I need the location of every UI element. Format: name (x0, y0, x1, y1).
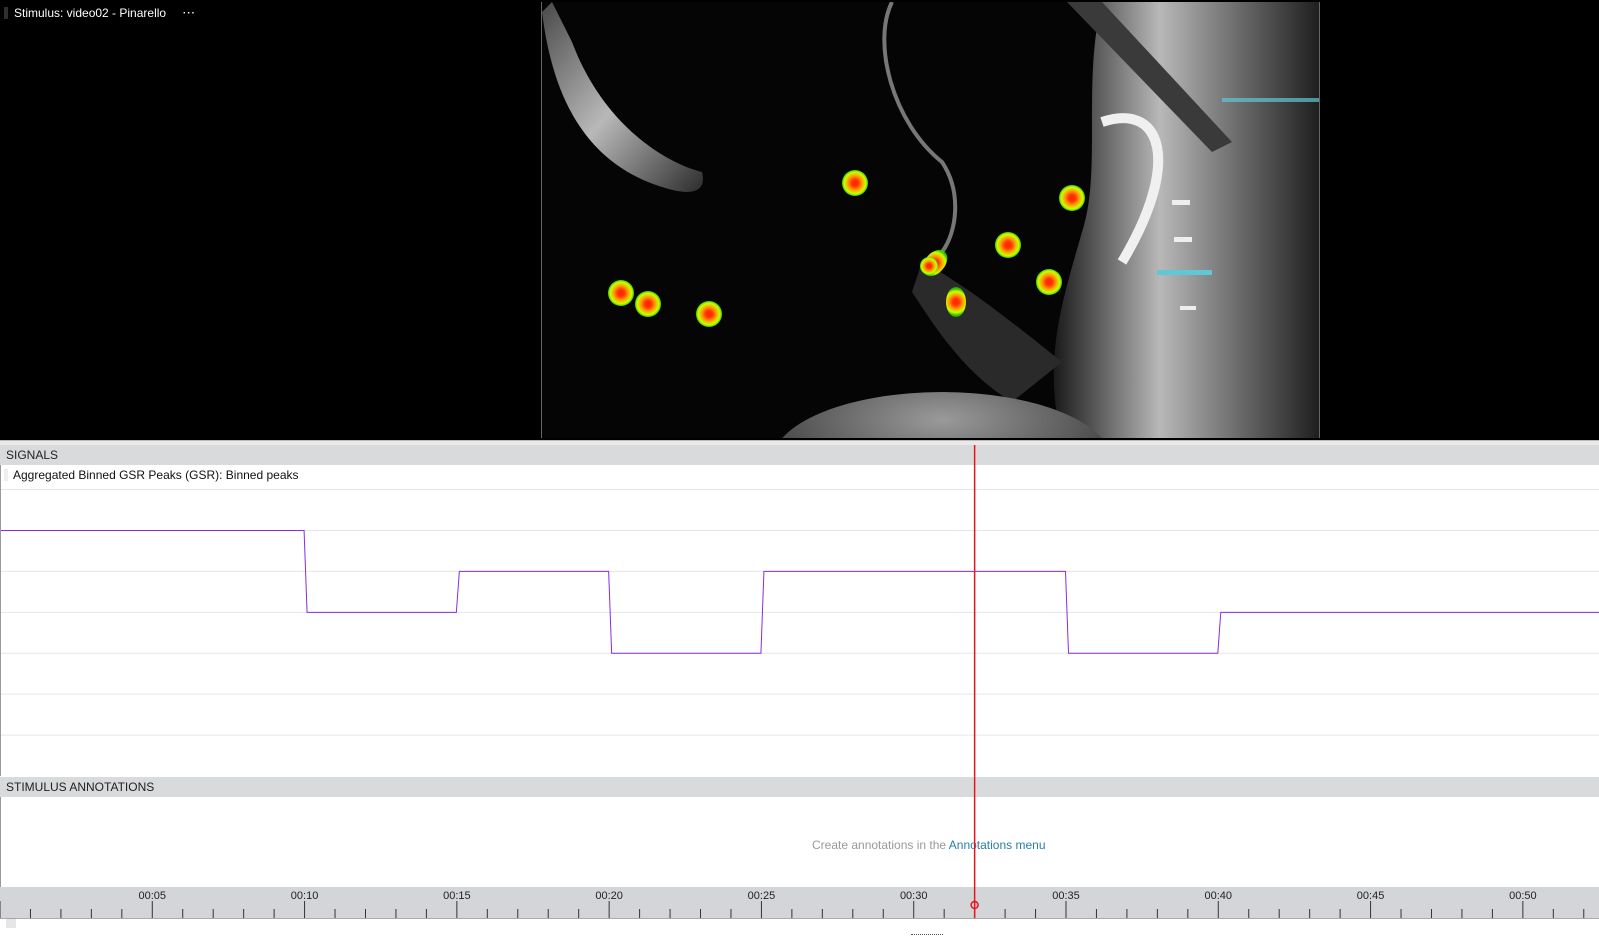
brake-cable (882, 2, 958, 254)
timeline-scrollbar[interactable] (0, 918, 1599, 939)
gaze-point (1059, 185, 1085, 211)
frame-decal-5 (1222, 98, 1319, 102)
stimulus-panel: Stimulus: video02 - Pinarello ⋯ (0, 0, 1599, 440)
timeline-label: 00:50 (1509, 890, 1537, 902)
signal-chart-area (0, 465, 1599, 776)
timeline-label: 00:30 (900, 890, 928, 902)
timeline-label: 00:15 (443, 890, 471, 902)
annotations-area (0, 797, 1599, 887)
wheel-shape (782, 392, 1102, 438)
signal-title: Aggregated Binned GSR Peaks (GSR): Binne… (13, 468, 299, 482)
panel-splitter[interactable] (0, 440, 1599, 445)
gaze-point (635, 291, 661, 317)
drag-handle-icon[interactable] (4, 469, 8, 481)
timeline-ruler[interactable]: 00:05 00:10 00:15 00:20 00:25 00:30 00:35 00:40… (0, 887, 1599, 918)
annotations-menu-link[interactable]: Annotations menu (948, 838, 1046, 852)
stimulus-title-bar: Stimulus: video02 - Pinarello ⋯ (4, 5, 196, 21)
frame-decal-3 (1157, 270, 1212, 275)
annotations-section-header: STIMULUS ANNOTATIONS (0, 777, 1599, 797)
gaze-point (995, 232, 1021, 258)
gaze-point (696, 301, 722, 327)
frame-decal-2 (1174, 237, 1192, 242)
timeline-label: 00:45 (1357, 890, 1385, 902)
timeline-label: 00:40 (1205, 890, 1233, 902)
gsr-chart (1, 489, 1599, 736)
timeline-grip-icon[interactable] (6, 918, 16, 928)
gaze-point (920, 257, 938, 275)
timeline-ticks: 00:05 00:10 00:15 00:20 00:25 00:30 00:35 00:40… (0, 890, 1585, 918)
top-tube-shape (1067, 2, 1232, 152)
signals-section-header: SIGNALS (0, 445, 1599, 465)
frame-decal-1 (1172, 200, 1190, 205)
timeline-label: 00:25 (748, 890, 776, 902)
drag-handle-icon[interactable] (4, 7, 8, 19)
stimulus-title: Stimulus: video02 - Pinarello (14, 6, 167, 20)
timeline-label: 00:05 (139, 890, 167, 902)
scroll-indicator[interactable] (911, 934, 943, 937)
frame-stripe (1100, 113, 1164, 265)
bike-frame-shape (1053, 2, 1319, 438)
annotations-hint-text: Create annotations in the (812, 838, 949, 852)
gaze-point (608, 280, 634, 306)
video-frame (541, 2, 1320, 438)
gaze-point (946, 287, 966, 317)
handlebar-shape (542, 2, 703, 192)
signal-title-bar: Aggregated Binned GSR Peaks (GSR): Binne… (4, 468, 299, 482)
timeline-label: 00:35 (1052, 890, 1080, 902)
gsr-step-line (1, 529, 1599, 654)
gaze-point (1036, 269, 1062, 295)
timeline-label: 00:20 (595, 890, 623, 902)
video-scene (542, 2, 1319, 438)
more-options-icon[interactable]: ⋯ (182, 5, 197, 20)
timeline-label: 00:10 (291, 890, 319, 902)
frame-decal-4 (1180, 306, 1196, 310)
gaze-point (842, 170, 868, 196)
